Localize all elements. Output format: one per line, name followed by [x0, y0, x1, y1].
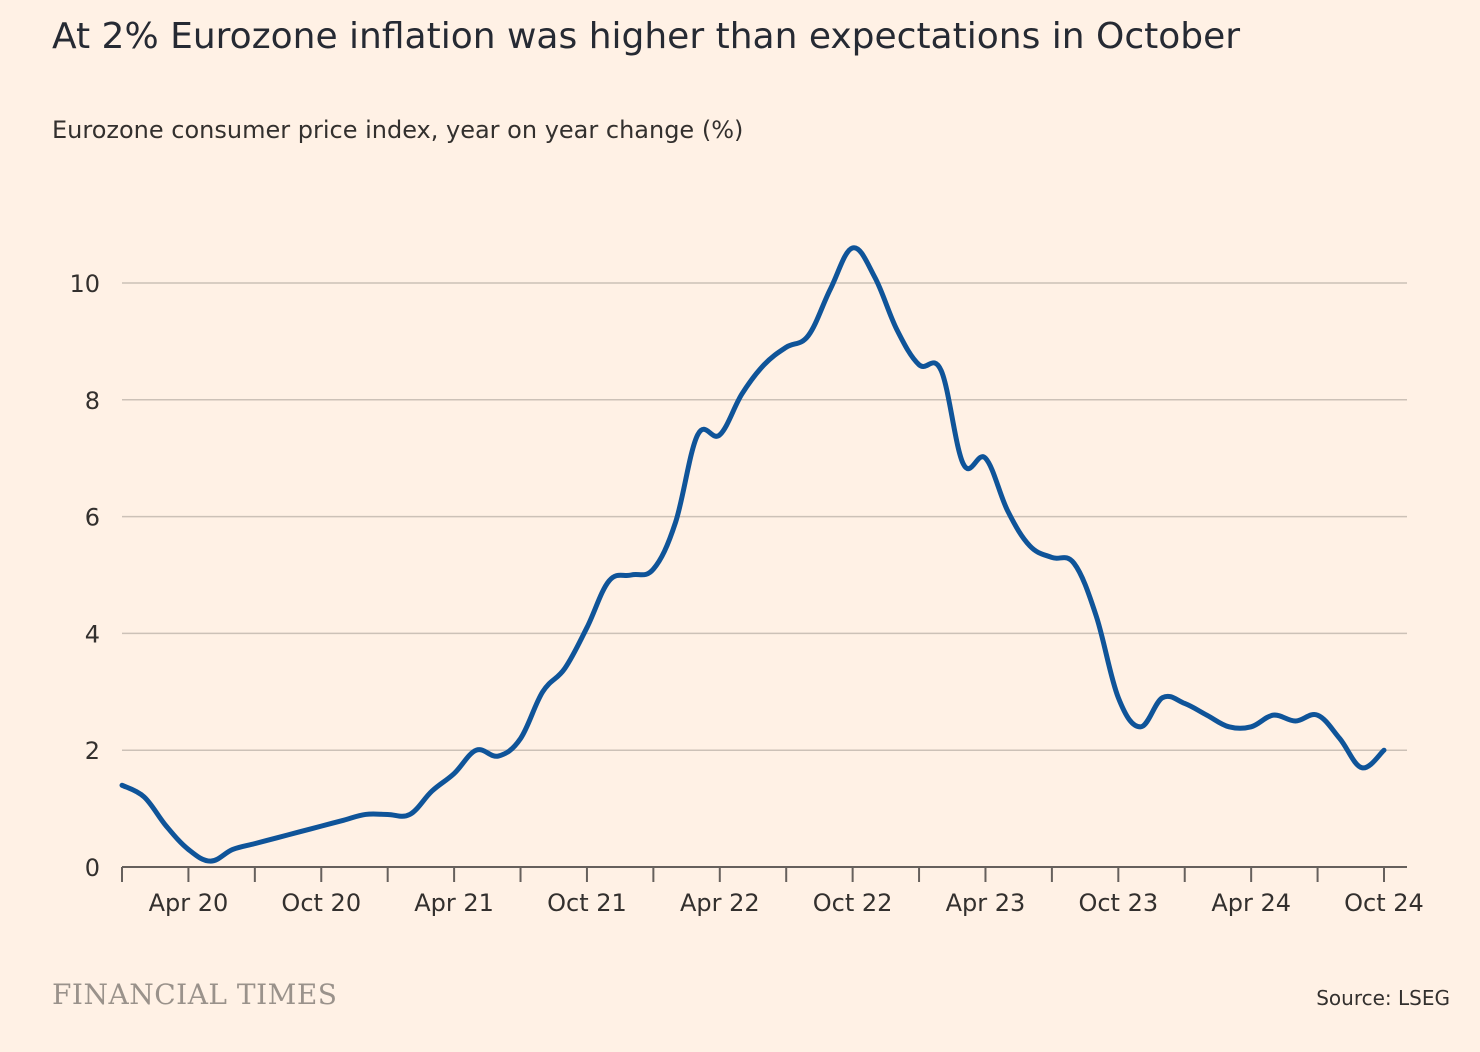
- x-axis: [121, 866, 1407, 882]
- x-tick-label: Apr 24: [1211, 889, 1291, 917]
- x-tick-label: Apr 23: [946, 889, 1026, 917]
- x-tick-label: Oct 22: [813, 889, 893, 917]
- x-tick-label: Oct 24: [1344, 889, 1424, 917]
- x-tick-label: Apr 21: [414, 889, 494, 917]
- y-tick-label: 0: [85, 854, 100, 882]
- chart-subtitle: Eurozone consumer price index, year on y…: [52, 116, 744, 144]
- y-gridlines: [122, 282, 1407, 751]
- x-tick-label: Oct 21: [547, 889, 627, 917]
- x-tick-label: Apr 22: [680, 889, 760, 917]
- y-axis-tick-labels: 0 2 4 6 8 10: [69, 270, 100, 882]
- y-tick-label: 6: [85, 504, 100, 532]
- chart-title: At 2% Eurozone inflation was higher than…: [52, 16, 1241, 57]
- x-axis-tick-labels: Apr 20 Oct 20 Apr 21 Oct 21 Apr 22 Oct 22 Apr …: [149, 889, 1424, 917]
- y-tick-label: 10: [69, 270, 100, 298]
- x-tick-label: Oct 20: [281, 889, 361, 917]
- y-tick-label: 2: [85, 737, 100, 765]
- x-tick-label: Oct 23: [1078, 889, 1158, 917]
- y-tick-label: 8: [85, 387, 100, 415]
- x-tick-label: Apr 20: [149, 889, 229, 917]
- series-line-cpi: [119, 245, 1387, 864]
- y-tick-label: 4: [85, 620, 100, 648]
- ft-logo: FINANCIAL TIMES: [52, 978, 338, 1011]
- series-layer: [119, 245, 1387, 864]
- source-note: Source: LSEG: [1316, 986, 1450, 1010]
